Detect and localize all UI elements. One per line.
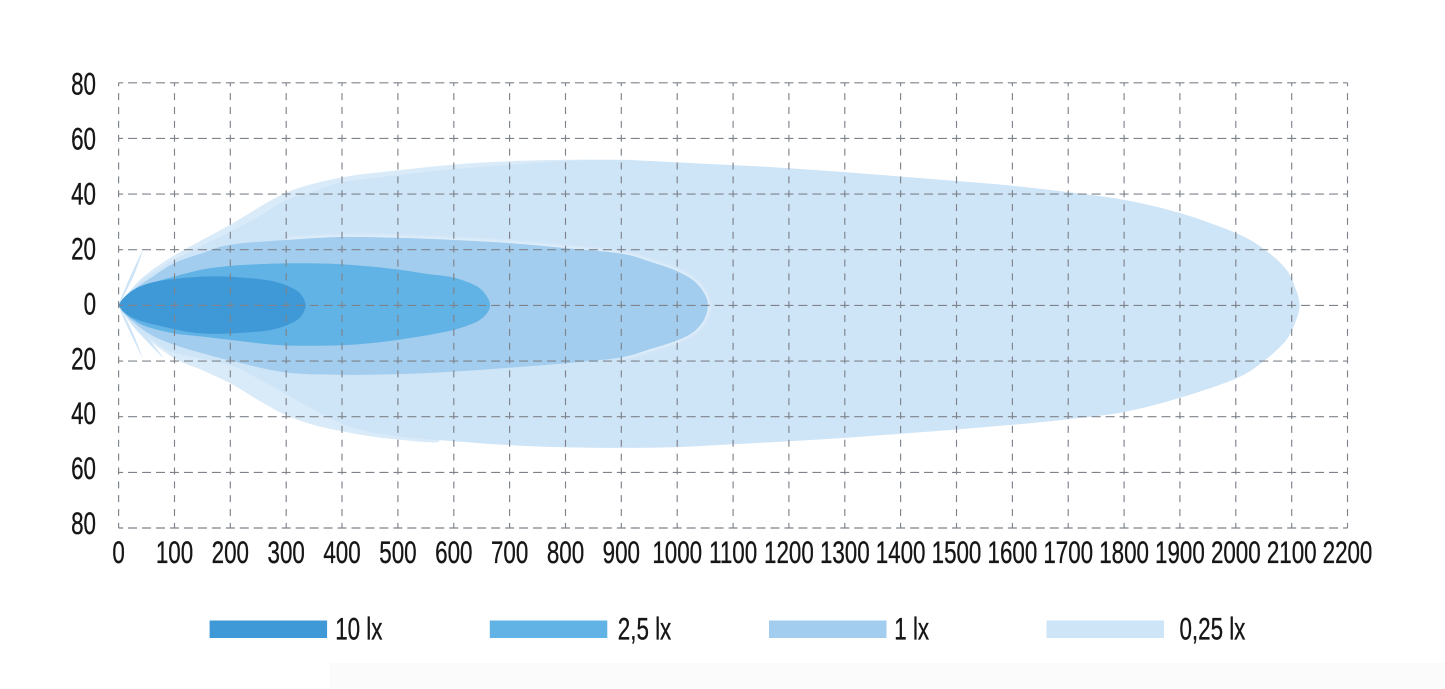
svg-text:1 lx: 1 lx <box>894 611 929 647</box>
svg-text:10 lx: 10 lx <box>335 611 382 647</box>
svg-text:900: 900 <box>603 534 640 570</box>
svg-text:2,5 lx: 2,5 lx <box>618 611 672 647</box>
svg-text:60: 60 <box>71 121 96 157</box>
svg-text:60: 60 <box>71 450 96 486</box>
svg-text:40: 40 <box>71 176 96 212</box>
svg-text:1600: 1600 <box>988 534 1038 570</box>
svg-text:300: 300 <box>268 534 305 570</box>
svg-text:80: 80 <box>71 66 96 102</box>
svg-text:0,25 lx: 0,25 lx <box>1180 611 1246 647</box>
svg-text:500: 500 <box>379 534 416 570</box>
svg-text:1900: 1900 <box>1155 534 1205 570</box>
svg-text:700: 700 <box>491 534 528 570</box>
svg-text:200: 200 <box>212 534 249 570</box>
svg-text:20: 20 <box>71 340 96 376</box>
svg-text:1000: 1000 <box>652 534 702 570</box>
svg-text:1800: 1800 <box>1099 534 1149 570</box>
svg-text:0: 0 <box>84 286 96 322</box>
svg-text:1200: 1200 <box>764 534 814 570</box>
svg-text:2100: 2100 <box>1267 534 1317 570</box>
svg-text:40: 40 <box>71 395 96 431</box>
svg-text:20: 20 <box>71 231 96 267</box>
svg-text:80: 80 <box>71 505 96 541</box>
svg-text:400: 400 <box>323 534 360 570</box>
svg-text:2000: 2000 <box>1211 534 1261 570</box>
svg-text:800: 800 <box>547 534 584 570</box>
svg-text:2200: 2200 <box>1323 534 1373 570</box>
svg-text:1400: 1400 <box>876 534 926 570</box>
svg-text:0: 0 <box>112 534 124 570</box>
svg-text:600: 600 <box>435 534 472 570</box>
svg-text:1700: 1700 <box>1043 534 1093 570</box>
svg-text:100: 100 <box>156 534 193 570</box>
svg-text:1500: 1500 <box>932 534 982 570</box>
svg-text:1100: 1100 <box>709 534 757 570</box>
svg-text:1300: 1300 <box>820 534 870 570</box>
